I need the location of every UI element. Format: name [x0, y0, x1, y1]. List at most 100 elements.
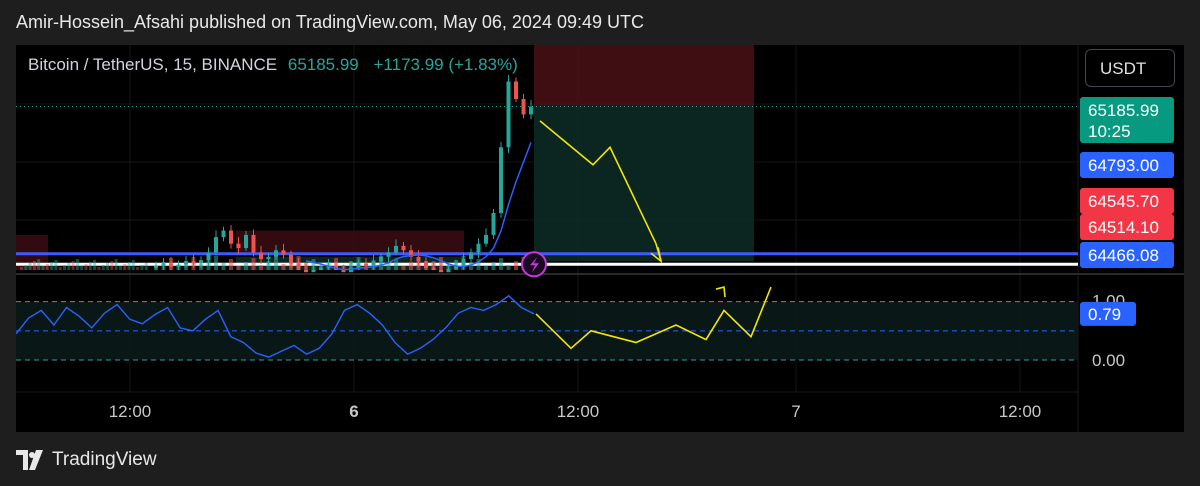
candle-body — [469, 252, 473, 260]
candle-body — [251, 234, 256, 253]
volume-bar — [28, 263, 32, 270]
volume-bar — [289, 260, 293, 270]
symbol-change: +1173.99 (+1.83%) — [373, 55, 518, 74]
volume-bar — [244, 262, 248, 270]
volume-bar — [24, 265, 28, 270]
forecast-path-rsi — [535, 286, 772, 350]
volume-bar — [281, 264, 286, 270]
candle-body — [424, 261, 428, 268]
volume-bar — [101, 265, 105, 270]
candle-body — [221, 230, 226, 238]
candle-body — [259, 252, 263, 260]
volume-bar — [206, 260, 211, 270]
volume-bar — [461, 256, 466, 270]
volume-bar — [169, 258, 173, 270]
price-scale-value: 65185.99 — [1088, 101, 1159, 120]
candle-body — [341, 270, 346, 273]
volume-bar — [63, 265, 66, 270]
volume-bar — [131, 260, 135, 270]
volume-bar — [409, 262, 413, 270]
volume-bar — [371, 260, 376, 270]
candle-body — [484, 234, 488, 244]
candle-body — [439, 270, 443, 273]
volume-bar — [469, 263, 473, 270]
volume-bar — [127, 262, 131, 270]
volume-bar — [221, 263, 226, 270]
volume-bar — [50, 262, 54, 270]
candle-body — [236, 243, 241, 249]
volume-bar — [499, 258, 503, 270]
volume-bar — [386, 263, 391, 270]
volume-bar — [431, 261, 436, 270]
volume-bar — [97, 267, 101, 270]
candle-body — [311, 270, 316, 273]
volume-bar — [88, 262, 92, 270]
volume-bar — [123, 264, 127, 270]
volume-bar — [274, 257, 278, 270]
volume-bar — [506, 265, 511, 270]
price-scale-value: 64514.10 — [1088, 218, 1159, 237]
volume-bar — [20, 267, 23, 270]
price-scale-value: 64466.08 — [1088, 246, 1159, 265]
candle-body — [409, 250, 413, 257]
price-scale-countdown: 10:25 — [1088, 122, 1131, 141]
volume-bar — [80, 266, 84, 270]
rsi-scale-label: 0.00 — [1092, 351, 1125, 370]
volume-bar — [75, 259, 79, 270]
volume-bar — [84, 264, 88, 270]
candle-body — [274, 250, 278, 257]
stop-loss-zone — [534, 45, 754, 107]
candle-body — [244, 234, 248, 249]
candle-body — [521, 99, 526, 115]
candle-body — [514, 81, 518, 100]
volume-bar — [214, 256, 218, 270]
volume-bar — [229, 259, 233, 270]
volume-bar — [118, 266, 122, 270]
price-scale-value: 64793.00 — [1088, 156, 1159, 175]
candle-body — [266, 256, 271, 260]
volume-bar — [349, 261, 353, 270]
volume-bar — [106, 263, 109, 270]
volume-bar — [401, 266, 406, 270]
candle-body — [289, 254, 293, 264]
tradingview-logo-icon — [16, 450, 43, 470]
volume-bar — [259, 265, 263, 270]
volume-bar — [176, 265, 181, 270]
candle-body — [401, 245, 406, 251]
candle-body — [491, 213, 496, 235]
volume-bar — [199, 264, 203, 270]
moving-average-line — [305, 142, 532, 271]
forecast-arrow-up — [715, 286, 726, 298]
volume-bar — [296, 256, 301, 270]
candle-body — [229, 230, 233, 244]
candle-body — [214, 237, 218, 253]
volume-bar — [114, 259, 118, 270]
volume-bar — [266, 261, 271, 270]
volume-bar — [184, 261, 188, 270]
volume-bar — [439, 257, 443, 270]
symbol-name: Bitcoin / TetherUS, 15, BINANCE — [28, 55, 278, 74]
volume-bar — [446, 264, 451, 270]
footer-bar — [0, 432, 1200, 486]
price-scale-badge — [1080, 242, 1174, 268]
volume-bar — [41, 266, 45, 270]
volume-bar — [236, 266, 241, 270]
chart-area[interactable]: 12:00 6 12:00 7 12:00 65185.99 10:25 64793.00 64… — [16, 45, 1184, 432]
candle-body — [529, 106, 533, 115]
forecast-path-price — [655, 243, 662, 262]
take-profit-zone — [534, 106, 754, 262]
time-axis-label: 12:00 — [557, 402, 600, 421]
candle-body — [386, 252, 391, 257]
volume-bar — [54, 260, 58, 270]
volume-bar — [341, 265, 346, 270]
currency-button[interactable]: USDT — [1085, 49, 1175, 87]
volume-bar — [144, 263, 148, 270]
time-axis-label: 6 — [349, 402, 358, 421]
symbol-legend: Bitcoin / TetherUS, 15, BINANCE 65185.99… — [28, 55, 518, 75]
volume-bar — [491, 262, 496, 270]
chart-canvas[interactable]: 12:00 6 12:00 7 12:00 65185.99 10:25 64793.00 64… — [16, 45, 1184, 432]
candle-body — [506, 81, 511, 148]
supply-zone — [236, 230, 464, 253]
header-bar: Amir-Hossein_Afsahi published on Trading… — [0, 0, 1200, 45]
volume-bar — [379, 256, 383, 270]
